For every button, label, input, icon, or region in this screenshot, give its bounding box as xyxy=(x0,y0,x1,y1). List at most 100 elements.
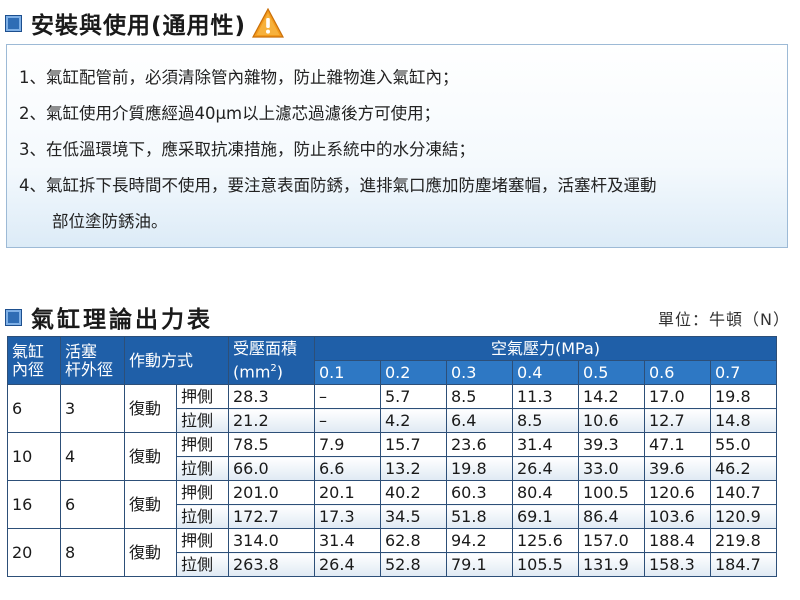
cell-value: 20.1 xyxy=(314,480,381,505)
area-unit-text: (mm xyxy=(233,362,271,382)
cell-side: 拉側 xyxy=(176,456,229,481)
square-bullet-icon xyxy=(6,15,21,31)
cell-type: 復動 xyxy=(124,432,177,481)
cell-area: 21.2 xyxy=(228,408,315,433)
cell-value: 94.2 xyxy=(446,528,513,553)
header-bore: 氣缸 內徑 xyxy=(7,336,61,385)
cell-value: 33.0 xyxy=(578,456,645,481)
force-table: 氣缸 內徑 活塞 杆外徑 作動方式 受壓面積 (mm2) 空氣壓力(MPa) 0… xyxy=(7,336,777,577)
cell-value: 120.9 xyxy=(710,504,777,529)
force-table-title: 氣缸理論出力表 xyxy=(31,307,213,333)
cell-value: 60.3 xyxy=(446,480,513,505)
cell-value: 125.6 xyxy=(512,528,579,553)
cell-value: 13.2 xyxy=(380,456,447,481)
table-row: 拉側 21.2 – 4.2 6.4 8.5 10.6 12.7 14.8 xyxy=(8,408,777,433)
cell-value: 14.8 xyxy=(710,408,777,433)
cell-type: 復動 xyxy=(124,480,177,529)
table-row: 20 8 復動 押側 314.0 31.4 62.8 94.2 125.6 15… xyxy=(7,528,777,577)
cell-value: 80.4 xyxy=(512,480,579,505)
usage-item-3: 3、在低溫環境下，應采取抗凍措施，防止系統中的水分凍結； xyxy=(19,140,475,159)
cell-side: 拉側 xyxy=(176,504,229,529)
header-p5: 0.5 xyxy=(578,360,645,385)
table-row: 拉側 66.0 6.6 13.2 19.8 26.4 33.0 39.6 46.… xyxy=(8,456,777,481)
cell-bore: 16 xyxy=(7,480,61,529)
warning-triangle-icon xyxy=(252,7,285,38)
cell-value: 23.6 xyxy=(446,432,513,457)
cell-value: 39.6 xyxy=(644,456,711,481)
unit-label: 單位：牛頓（N） xyxy=(658,310,790,329)
cell-type: 復動 xyxy=(124,528,177,577)
cell-value: 11.3 xyxy=(512,384,579,409)
cell-type: 復動 xyxy=(124,384,177,433)
cell-side: 押側 xyxy=(176,528,229,553)
header-area: 受壓面積 (mm2) xyxy=(228,336,315,385)
area-unit-sup: 2 xyxy=(270,362,277,374)
cell-value: 19.8 xyxy=(710,384,777,409)
cell-value: – xyxy=(314,384,381,409)
cell-value: 17.3 xyxy=(314,504,381,529)
cell-value: 51.8 xyxy=(446,504,513,529)
header-action: 作動方式 xyxy=(124,336,229,385)
cell-value: 47.1 xyxy=(644,432,711,457)
cell-value: 79.1 xyxy=(446,552,513,577)
cell-value: 17.0 xyxy=(644,384,711,409)
cell-area: 78.5 xyxy=(228,432,315,457)
cell-side: 押側 xyxy=(176,480,229,505)
cell-value: 31.4 xyxy=(512,432,579,457)
cell-value: 5.7 xyxy=(380,384,447,409)
header-p2: 0.2 xyxy=(380,360,447,385)
cell-value: 7.9 xyxy=(314,432,381,457)
area-unit-close: ) xyxy=(276,362,284,382)
cell-value: 31.4 xyxy=(314,528,381,553)
cell-value: 14.2 xyxy=(578,384,645,409)
cell-value: 55.0 xyxy=(710,432,777,457)
header-bore-line2: 內徑 xyxy=(12,359,45,379)
header-p3: 0.3 xyxy=(446,360,513,385)
cell-bore: 10 xyxy=(7,432,61,481)
cell-value: 46.2 xyxy=(710,456,777,481)
header-rod-line1: 活塞 xyxy=(65,341,98,361)
cell-side: 押側 xyxy=(176,384,229,409)
cell-value: 4.2 xyxy=(380,408,447,433)
usage-section-header: 安裝與使用(通用性) xyxy=(6,6,285,40)
cell-value: 39.3 xyxy=(578,432,645,457)
cell-value: 6.6 xyxy=(314,456,381,481)
header-p7: 0.7 xyxy=(710,360,777,385)
usage-title: 安裝與使用(通用性) xyxy=(31,13,247,39)
cell-value: 26.4 xyxy=(512,456,579,481)
usage-item-4: 4、氣缸拆下長時間不使用，要注意表面防銹，進排氣口應加防塵堵塞帽，活塞杆及運動 xyxy=(19,176,657,195)
header-area-unit: (mm2) xyxy=(233,359,310,382)
cell-side: 拉側 xyxy=(176,408,229,433)
force-section-header: 氣缸理論出力表 xyxy=(6,300,213,334)
header-p6: 0.6 xyxy=(644,360,711,385)
header-p1: 0.1 xyxy=(314,360,381,385)
header-p4: 0.4 xyxy=(512,360,579,385)
cell-value: 10.6 xyxy=(578,408,645,433)
table-row: 16 6 復動 押側 201.0 20.1 40.2 60.3 80.4 100… xyxy=(7,480,777,529)
cell-value: 100.5 xyxy=(578,480,645,505)
cell-value: 184.7 xyxy=(710,552,777,577)
cell-value: 6.4 xyxy=(446,408,513,433)
cell-side: 拉側 xyxy=(176,552,229,577)
header-bore-line1: 氣缸 xyxy=(12,341,45,361)
cell-value: 120.6 xyxy=(644,480,711,505)
cell-value: 131.9 xyxy=(578,552,645,577)
usage-item-2: 2、氣缸使用介質應經過40μm以上濾芯過濾後方可使用； xyxy=(19,104,441,123)
cell-value: 105.5 xyxy=(512,552,579,577)
header-area-label: 受壓面積 xyxy=(233,338,298,358)
cell-value: 158.3 xyxy=(644,552,711,577)
usage-item-4-cont: 部位塗防銹油。 xyxy=(52,212,168,231)
cell-area: 66.0 xyxy=(228,456,315,481)
cell-value: 26.4 xyxy=(314,552,381,577)
cell-rod: 6 xyxy=(60,480,125,529)
cell-value: 62.8 xyxy=(380,528,447,553)
table-row: 拉側 263.8 26.4 52.8 79.1 105.5 131.9 158.… xyxy=(8,552,777,577)
cell-value: 103.6 xyxy=(644,504,711,529)
cell-value: 140.7 xyxy=(710,480,777,505)
usage-notes-box: 1、氣缸配管前，必須清除管內雜物，防止雜物進入氣缸內； 2、氣缸使用介質應經過4… xyxy=(6,44,788,248)
cell-value: 34.5 xyxy=(380,504,447,529)
table-row: 拉側 172.7 17.3 34.5 51.8 69.1 86.4 103.6 … xyxy=(8,504,777,529)
header-rod-line2: 杆外徑 xyxy=(65,359,114,379)
cell-rod: 4 xyxy=(60,432,125,481)
cell-bore: 20 xyxy=(7,528,61,577)
